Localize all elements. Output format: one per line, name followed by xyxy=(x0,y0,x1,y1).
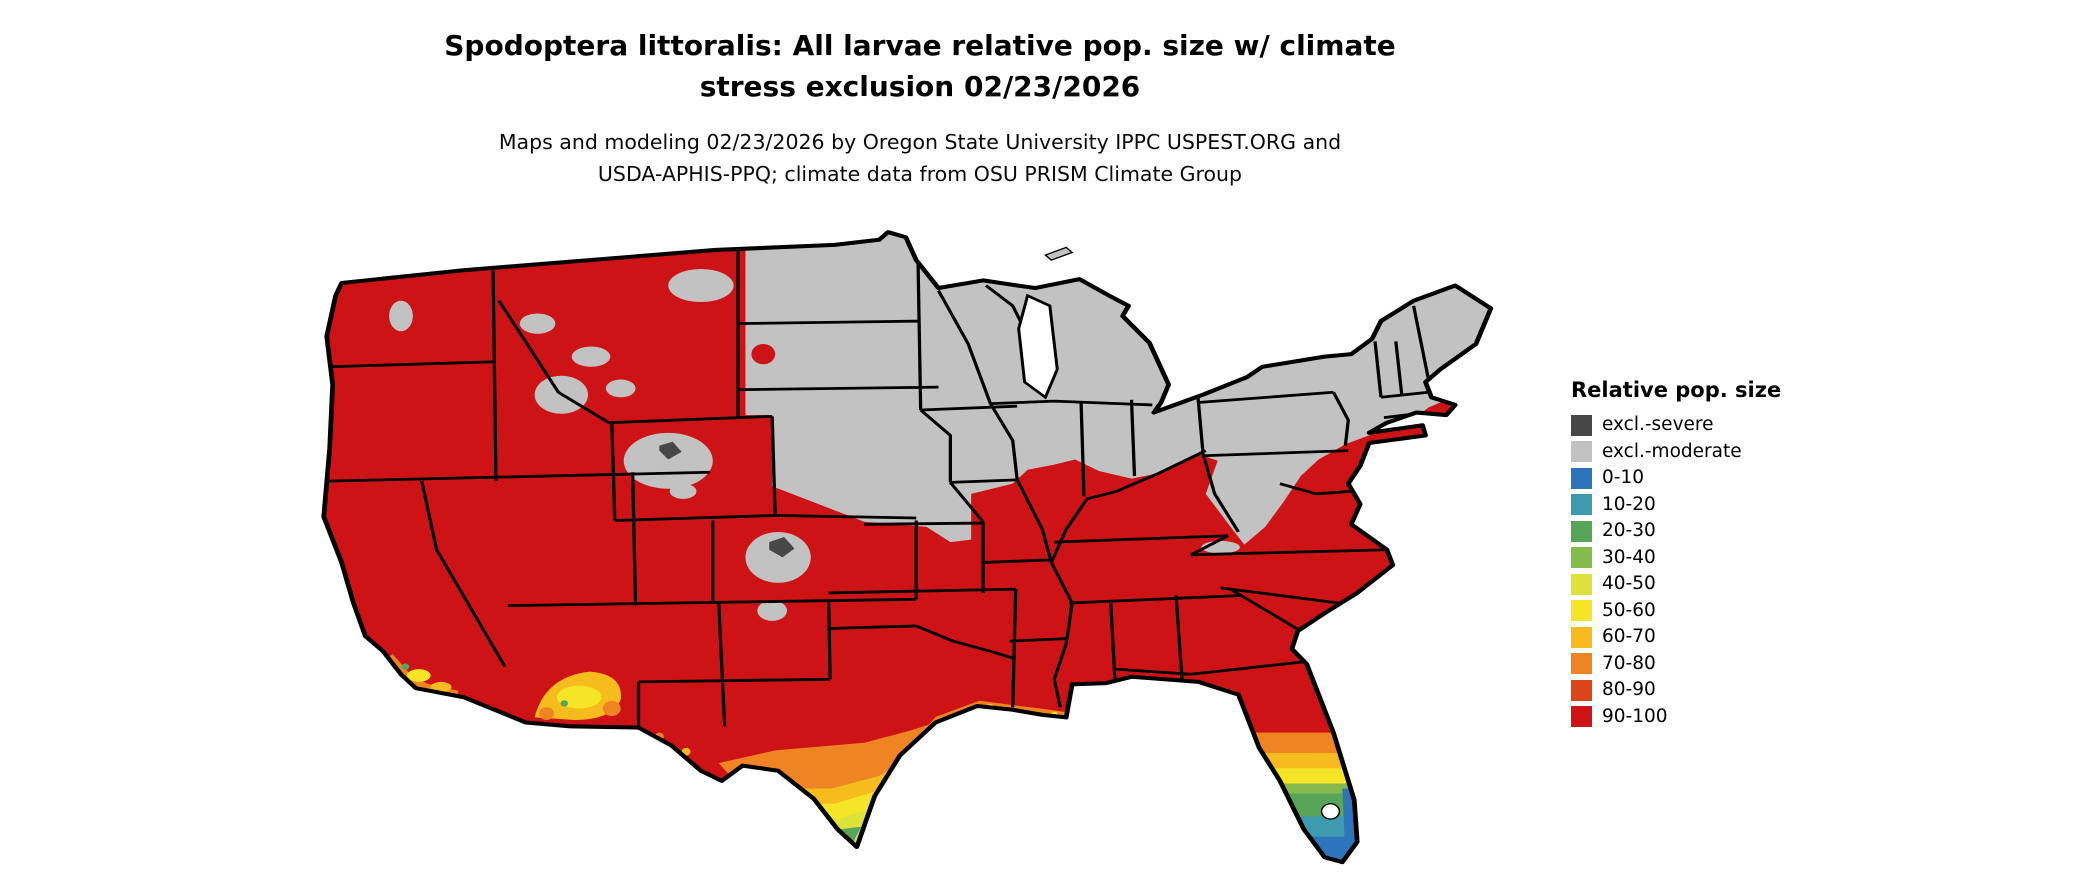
legend-label: excl.-moderate xyxy=(1602,440,1742,462)
legend-swatch xyxy=(1571,706,1592,728)
legend-label: 0-10 xyxy=(1602,467,1644,488)
legend-swatch xyxy=(1571,520,1592,542)
legend-label: 80-90 xyxy=(1602,679,1656,700)
legend-item: 80-90 xyxy=(1571,677,1781,704)
region-90-100-black-hills xyxy=(751,343,776,365)
legend-item: 90-100 xyxy=(1571,704,1781,731)
legend-swatch xyxy=(1571,467,1592,489)
legend-swatch xyxy=(1571,679,1592,701)
legend-item: excl.-severe xyxy=(1571,412,1781,439)
us-outline xyxy=(321,230,1494,865)
subtitle-line-2: USDA-APHIS-PPQ; climate data from OSU PR… xyxy=(597,161,1243,186)
legend-item: 20-30 xyxy=(1571,518,1781,545)
legend-swatch xyxy=(1571,494,1592,516)
gradient-florida xyxy=(1226,732,1364,863)
legend-item: 50-60 xyxy=(1571,598,1781,625)
legend-item: 0-10 xyxy=(1571,465,1781,492)
lake-michigan xyxy=(1017,293,1059,400)
legend-label: 60-70 xyxy=(1602,626,1656,647)
legend: Relative pop. size excl.-severe excl.-mod… xyxy=(1571,378,1781,730)
page-title-line-1: Spodoptera littoralis: All larvae relati… xyxy=(444,29,1396,62)
page-title-line-2: stress exclusion 02/23/2026 xyxy=(699,69,1141,103)
us-population-map xyxy=(300,222,1525,880)
legend-swatch xyxy=(1571,573,1592,595)
subtitle-line-1: Maps and modeling 02/23/2026 by Oregon S… xyxy=(498,130,1342,155)
us-map-svg xyxy=(321,230,1494,865)
gradient-southwest xyxy=(385,654,691,756)
legend-swatch xyxy=(1571,441,1592,463)
map-header: Spodoptera littoralis: All larvae relati… xyxy=(340,26,1500,191)
legend-item: 30-40 xyxy=(1571,545,1781,572)
legend-label: 90-100 xyxy=(1602,705,1668,727)
legend-swatch xyxy=(1571,547,1592,569)
excluded-severe-region xyxy=(659,441,795,558)
state-borders xyxy=(326,242,1431,728)
legend-item: 60-70 xyxy=(1571,624,1781,651)
legend-swatch xyxy=(1571,626,1592,648)
legend-label: excl.-severe xyxy=(1602,414,1714,435)
legend-label: 30-40 xyxy=(1602,546,1656,568)
legend-label: 50-60 xyxy=(1602,599,1656,621)
lake-okeechobee xyxy=(1320,803,1341,820)
isle-royale xyxy=(1044,246,1074,261)
legend-label: 40-50 xyxy=(1602,573,1656,594)
legend-label: 70-80 xyxy=(1602,652,1656,674)
legend-label: 10-20 xyxy=(1602,493,1656,515)
legend-swatch xyxy=(1571,653,1592,675)
legend-item: excl.-moderate xyxy=(1571,439,1781,466)
legend-item: 70-80 xyxy=(1571,651,1781,678)
legend-label: 20-30 xyxy=(1602,520,1656,541)
legend-item: 40-50 xyxy=(1571,571,1781,598)
legend-items: excl.-severe excl.-moderate 0-10 10-20 20-30… xyxy=(1571,412,1781,730)
map-subtitle: Maps and modeling 02/23/2026 by Oregon S… xyxy=(340,127,1500,191)
legend-swatch xyxy=(1571,600,1592,622)
legend-swatch xyxy=(1571,414,1592,436)
legend-title: Relative pop. size xyxy=(1571,378,1782,402)
legend-item: 10-20 xyxy=(1571,492,1781,519)
